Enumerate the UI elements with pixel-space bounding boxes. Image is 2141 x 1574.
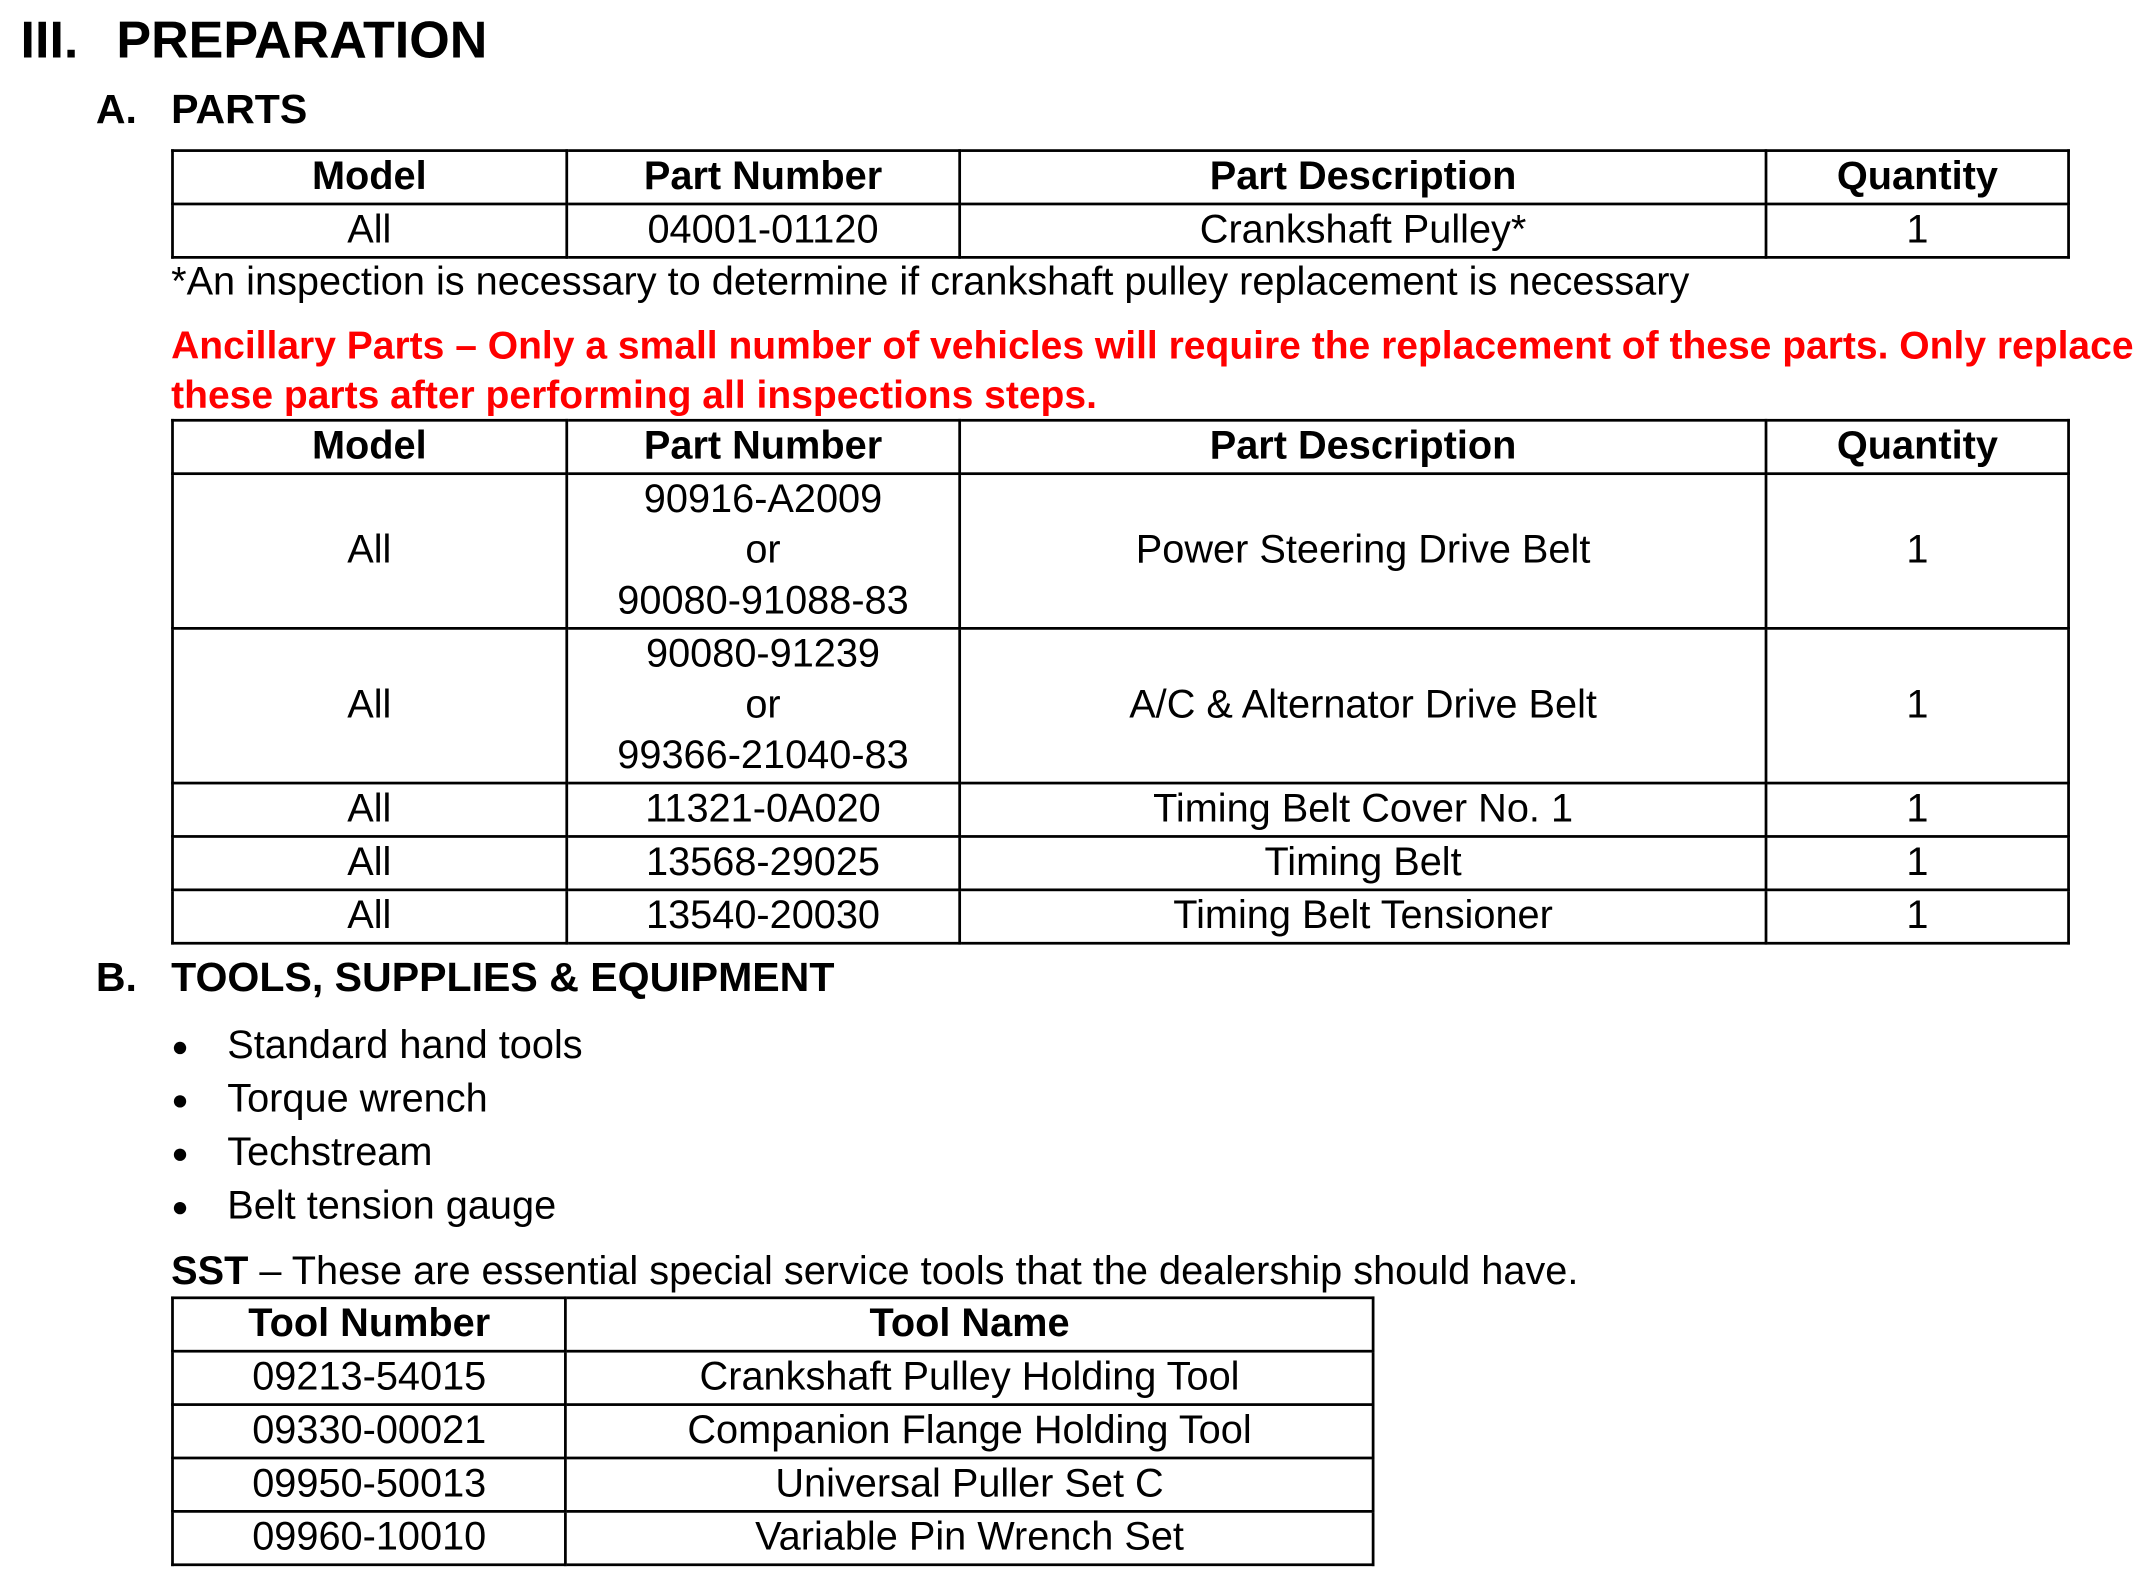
part-number-line: or: [745, 683, 781, 727]
header-tool-number: Tool Number: [171, 1296, 568, 1353]
table-row: All 11321-0A020 Timing Belt Cover No. 1 …: [171, 781, 2070, 838]
cell-description: Power Steering Drive Belt: [958, 472, 1768, 630]
cell-tool-number: 09330-00021: [171, 1403, 568, 1460]
table-row: All 13568-29025 Timing Belt 1: [171, 835, 2070, 892]
cell-tool-number: 09950-50013: [171, 1456, 568, 1513]
cell-part-number: 90916-A2009 or 90080-91088-83: [564, 472, 962, 630]
cell-model: All: [171, 781, 568, 838]
list-item: Belt tension gauge: [171, 1180, 583, 1233]
cell-description: Timing Belt: [958, 835, 1768, 892]
cell-description: Crankshaft Pulley*: [958, 202, 1768, 259]
part-number-line: 90080-91239: [645, 632, 881, 677]
tools-letter: B.: [95, 955, 137, 1001]
table-row: 09330-00021 Companion Flange Holding Too…: [171, 1403, 1375, 1460]
cell-tool-number: 09213-54015: [171, 1349, 568, 1406]
cell-quantity: 1: [1764, 888, 2070, 945]
bullet-icon: [173, 1041, 187, 1055]
table-header-row: Model Part Number Part Description Quant…: [171, 418, 2070, 476]
cell-model: All: [171, 472, 568, 630]
section-title: PREPARATION: [116, 12, 488, 70]
sst-table: Tool Number Tool Name 09213-54015 Cranks…: [171, 1296, 1375, 1567]
list-item: Standard hand tools: [171, 1020, 583, 1073]
cell-quantity: 1: [1764, 627, 2070, 785]
sst-label: SST: [171, 1249, 249, 1294]
tools-list: Standard hand tools Torque wrench Techst…: [171, 1020, 583, 1234]
section-numeral: III.: [20, 12, 79, 70]
bullet-icon: [173, 1095, 187, 1108]
table-header-row: Tool Number Tool Name: [171, 1296, 1375, 1353]
cell-model: All: [171, 835, 568, 892]
list-item-text: Techstream: [227, 1130, 433, 1175]
list-item-text: Torque wrench: [227, 1077, 488, 1122]
cell-quantity: 1: [1764, 781, 2070, 838]
cell-description: Timing Belt Cover No. 1: [958, 781, 1768, 838]
table-row: 09950-50013 Universal Puller Set C: [171, 1456, 1375, 1513]
header-quantity: Quantity: [1764, 418, 2070, 476]
table-row: All 90916-A2009 or 90080-91088-83 Power …: [171, 472, 2070, 630]
table-row: All 90080-91239 or 99366-21040-83 A/C & …: [171, 627, 2070, 785]
ancillary-parts-table: Model Part Number Part Description Quant…: [171, 418, 2070, 945]
header-quantity: Quantity: [1764, 149, 2070, 206]
cell-model: All: [171, 202, 568, 259]
part-number-line: 90916-A2009: [643, 477, 883, 522]
sst-intro: SST – These are essential special servic…: [171, 1249, 1579, 1294]
cell-description: Timing Belt Tensioner: [958, 888, 1768, 945]
cell-quantity: 1: [1764, 835, 2070, 892]
cell-quantity: 1: [1764, 472, 2070, 630]
cell-description: A/C & Alternator Drive Belt: [958, 627, 1768, 785]
cell-tool-name: Universal Puller Set C: [564, 1456, 1375, 1513]
footnote: *An inspection is necessary to determine…: [171, 260, 1690, 304]
table-row: All 04001-01120 Crankshaft Pulley* 1: [171, 202, 2070, 259]
bullet-icon: [173, 1201, 187, 1215]
cell-part-number: 04001-01120: [564, 202, 962, 259]
part-number-line: or: [745, 528, 781, 573]
parts-table: Model Part Number Part Description Quant…: [171, 149, 2070, 259]
list-item: Torque wrench: [171, 1073, 583, 1126]
header-part-description: Part Description: [958, 149, 1768, 206]
header-model: Model: [171, 418, 568, 476]
table-header-row: Model Part Number Part Description Quant…: [171, 149, 2070, 206]
parts-letter: A.: [95, 87, 137, 133]
table-row: All 13540-20030 Timing Belt Tensioner 1: [171, 888, 2070, 945]
part-number-line: 90080-91088-83: [617, 579, 909, 623]
header-part-description: Part Description: [958, 418, 1768, 476]
header-tool-name: Tool Name: [564, 1296, 1375, 1353]
part-number-line: 99366-21040-83: [617, 733, 909, 778]
bullet-icon: [173, 1148, 187, 1161]
list-item-text: Belt tension gauge: [227, 1184, 557, 1228]
cell-tool-name: Companion Flange Holding Tool: [564, 1403, 1375, 1460]
parts-title: PARTS: [171, 87, 308, 133]
list-item-text: Standard hand tools: [227, 1024, 583, 1068]
cell-tool-name: Crankshaft Pulley Holding Tool: [564, 1349, 1375, 1406]
header-part-number: Part Number: [564, 149, 962, 206]
cell-model: All: [171, 888, 568, 945]
header-part-number: Part Number: [564, 418, 962, 476]
cell-tool-number: 09960-10010: [171, 1510, 568, 1567]
cell-part-number: 13568-29025: [564, 835, 962, 892]
sst-text: – These are essential special service to…: [248, 1249, 1579, 1294]
cell-part-number: 11321-0A020: [564, 781, 962, 838]
cell-tool-name: Variable Pin Wrench Set: [564, 1510, 1375, 1567]
ancillary-warning: Ancillary Parts – Only a small number of…: [171, 324, 2134, 418]
tools-title: TOOLS, SUPPLIES & EQUIPMENT: [171, 955, 835, 1001]
cell-model: All: [171, 627, 568, 785]
list-item: Techstream: [171, 1127, 583, 1180]
header-model: Model: [171, 149, 568, 206]
table-row: 09213-54015 Crankshaft Pulley Holding To…: [171, 1349, 1375, 1406]
cell-quantity: 1: [1764, 202, 2070, 259]
cell-part-number: 13540-20030: [564, 888, 962, 945]
table-row: 09960-10010 Variable Pin Wrench Set: [171, 1510, 1375, 1567]
cell-part-number: 90080-91239 or 99366-21040-83: [564, 627, 962, 785]
